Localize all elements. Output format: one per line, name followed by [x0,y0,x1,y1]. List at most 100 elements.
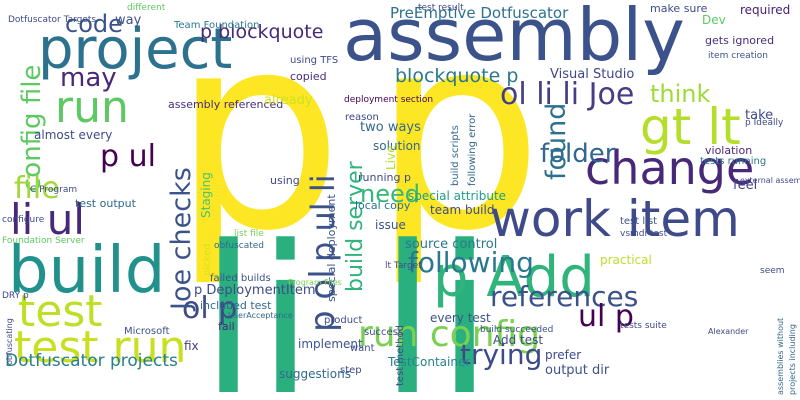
word: build [8,234,165,308]
word: project [38,17,232,82]
word: Live [384,145,398,170]
word: test [18,286,103,337]
word: running p [358,171,411,184]
word: test result [418,3,464,13]
word: special attribute [408,189,506,203]
word: C Program [30,185,77,195]
word: references [490,280,638,313]
word: way [115,13,142,28]
word: Foundation Server [2,236,85,246]
word: following [408,246,534,279]
word: Dev [702,13,726,27]
word: p Ideally [745,118,784,128]
word: run config [358,314,540,355]
word: success [364,327,403,338]
word: test run [14,322,186,373]
word: found [541,103,572,180]
word: trying [460,338,542,371]
word: deployment section [344,95,433,105]
word: Add test [493,333,543,347]
word: need [360,180,420,208]
word: ol p [182,291,237,326]
word: ul p [578,299,634,334]
word: TestContainer [387,355,470,369]
word: p [372,0,543,290]
word: may [60,63,117,93]
word: li li [200,203,493,400]
word: item creation [708,51,768,61]
word: every test [430,311,491,325]
word: Alexander [708,327,749,336]
word: test list [620,216,657,227]
word: different [127,3,166,13]
word: special deployment [325,194,338,302]
word: output dir [545,363,610,378]
word: projects including [788,324,797,395]
word: source control [405,237,497,252]
word: already [264,93,313,108]
word: Dotfuscator Targets [8,15,96,25]
word: PreEmptive Dotfuscator [390,4,569,22]
word: file [14,171,60,206]
word: p ul li [304,174,342,262]
word: change [585,141,754,195]
word: configure [2,215,45,225]
word: build succeeded [480,325,553,335]
word: take [745,108,773,123]
word: reason [345,112,379,123]
word: blockquote p [395,65,518,87]
word: want [350,343,375,354]
word: Visual Studio [550,67,634,82]
word: code [65,10,123,38]
word: p ol [303,269,343,332]
word: using [270,174,300,187]
word: following error [467,113,478,186]
word: Microsoft [124,326,170,337]
word: Team Foundation [173,20,259,31]
word: folder [540,139,616,169]
word: p DeploymentItem [194,283,316,298]
word: Joe checks [166,167,197,312]
word: think [650,80,711,108]
word: run [55,82,129,133]
word: p ul [100,139,156,174]
word: work item [490,190,740,248]
word: p blockquote [200,21,323,43]
word: obfuscated [214,241,264,251]
word: local copy [355,199,411,212]
word: two ways [360,120,421,135]
word: UserAcceptance [228,311,293,320]
word: solution [373,139,421,153]
word: build server [343,160,368,292]
word: gt lt [640,98,741,156]
word: li ul [10,195,85,244]
word: test output [75,197,137,210]
word: vsmdi test [620,229,668,239]
word: feel [733,178,757,193]
word: make sure [650,2,708,15]
word: Program Files [288,278,342,287]
word: lt Target [385,261,422,271]
word: assembly [343,0,685,77]
word: included test [200,299,272,312]
word: using TFS [290,55,338,66]
word: seem [760,266,785,276]
word: tests suite [620,321,667,331]
word: almost every [34,128,112,142]
word: picked [202,243,213,276]
word: config file [17,65,47,192]
word: failed builds [210,273,271,284]
word: product [324,315,363,326]
word: suggestions [279,367,351,381]
word: p Add [433,245,595,310]
word: DRY p [2,291,29,301]
word: build scripts [450,125,461,186]
word: prefer [545,348,581,362]
word: gets ignored [705,34,774,47]
word: ol li li Joe [500,77,634,112]
word: Dotfuscator projects [5,351,178,371]
word: issue [375,218,406,232]
